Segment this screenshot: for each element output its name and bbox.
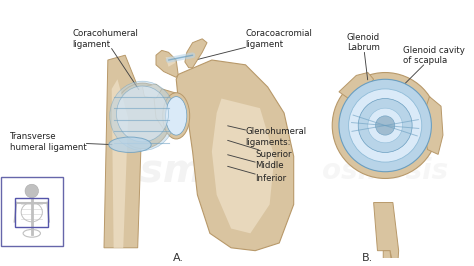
Text: Glenoid
Labrum: Glenoid Labrum: [346, 33, 380, 80]
Polygon shape: [185, 39, 207, 68]
Text: A.: A.: [173, 253, 183, 263]
Text: B.: B.: [362, 253, 374, 263]
Text: Inferior: Inferior: [228, 166, 286, 183]
Polygon shape: [383, 251, 393, 266]
Polygon shape: [156, 50, 178, 77]
Polygon shape: [176, 60, 294, 251]
FancyBboxPatch shape: [1, 177, 63, 246]
Text: Superior: Superior: [228, 140, 292, 159]
Circle shape: [332, 73, 438, 178]
Circle shape: [339, 79, 431, 172]
Polygon shape: [339, 73, 374, 98]
Polygon shape: [154, 89, 183, 129]
Text: Glenohumeral
ligaments:: Glenohumeral ligaments:: [228, 126, 307, 147]
Circle shape: [25, 184, 38, 198]
Polygon shape: [165, 57, 175, 67]
Text: Glenoid cavity
of scapula: Glenoid cavity of scapula: [391, 45, 465, 98]
Text: Coracohumeral
ligament: Coracohumeral ligament: [72, 29, 139, 90]
Text: osmosis: osmosis: [114, 152, 291, 190]
Ellipse shape: [110, 81, 175, 151]
Circle shape: [375, 116, 395, 135]
Text: Transverse
humeral ligament: Transverse humeral ligament: [9, 132, 114, 152]
Circle shape: [368, 108, 402, 143]
Polygon shape: [374, 202, 399, 266]
Circle shape: [348, 89, 422, 162]
Text: Middle: Middle: [228, 155, 284, 171]
Circle shape: [358, 98, 412, 152]
Polygon shape: [424, 97, 443, 154]
Text: Coracoacromial
ligament: Coracoacromial ligament: [189, 29, 312, 62]
Ellipse shape: [109, 137, 151, 152]
Ellipse shape: [114, 83, 172, 149]
Polygon shape: [112, 79, 128, 248]
Ellipse shape: [117, 86, 169, 142]
Ellipse shape: [165, 97, 187, 135]
Ellipse shape: [163, 93, 190, 139]
Text: osmosis: osmosis: [322, 157, 448, 185]
Polygon shape: [212, 98, 274, 233]
Polygon shape: [104, 55, 143, 248]
Polygon shape: [143, 84, 162, 98]
